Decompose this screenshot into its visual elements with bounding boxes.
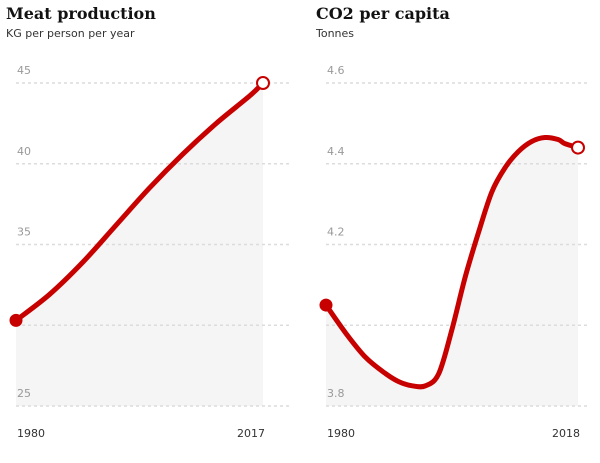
x-tick-label: 1980 — [327, 427, 355, 440]
y-tick-label: 4.6 — [327, 64, 345, 77]
meat-production-chart: 25 35 40 45 1980 2017 — [9, 64, 290, 440]
area-fill — [326, 137, 578, 406]
meat-production-panel: Meat production KG per person per year 2… — [6, 4, 290, 440]
co2-per-capita-chart: 3.8 4.2 4.4 4.6 1980 2018 — [319, 64, 588, 440]
y-tick-label: 45 — [17, 64, 31, 77]
chart-title: Meat production — [6, 4, 156, 23]
start-point-marker — [9, 313, 23, 327]
y-tick-label: 40 — [17, 145, 31, 158]
y-tick-label: 3.8 — [327, 387, 345, 400]
chart-title: CO2 per capita — [316, 4, 450, 23]
end-point-marker — [256, 76, 270, 90]
y-tick-label: 35 — [17, 226, 31, 239]
chart-subtitle: Tonnes — [316, 27, 355, 40]
chart-subtitle: KG per person per year — [6, 27, 135, 40]
co2-per-capita-panel: CO2 per capita Tonnes 3.8 4.2 4.4 4.6 1980 20… — [310, 0, 600, 463]
series-line — [323, 134, 581, 390]
y-tick-label: 25 — [17, 387, 31, 400]
x-tick-label: 1980 — [17, 427, 45, 440]
y-tick-label: 4.4 — [327, 145, 345, 158]
y-tick-label: 4.2 — [327, 226, 345, 239]
end-point-marker — [571, 140, 585, 155]
x-tick-label: 2018 — [552, 427, 580, 440]
x-tick-label: 2017 — [237, 427, 265, 440]
series-line — [13, 80, 266, 323]
start-point-marker — [319, 298, 333, 312]
